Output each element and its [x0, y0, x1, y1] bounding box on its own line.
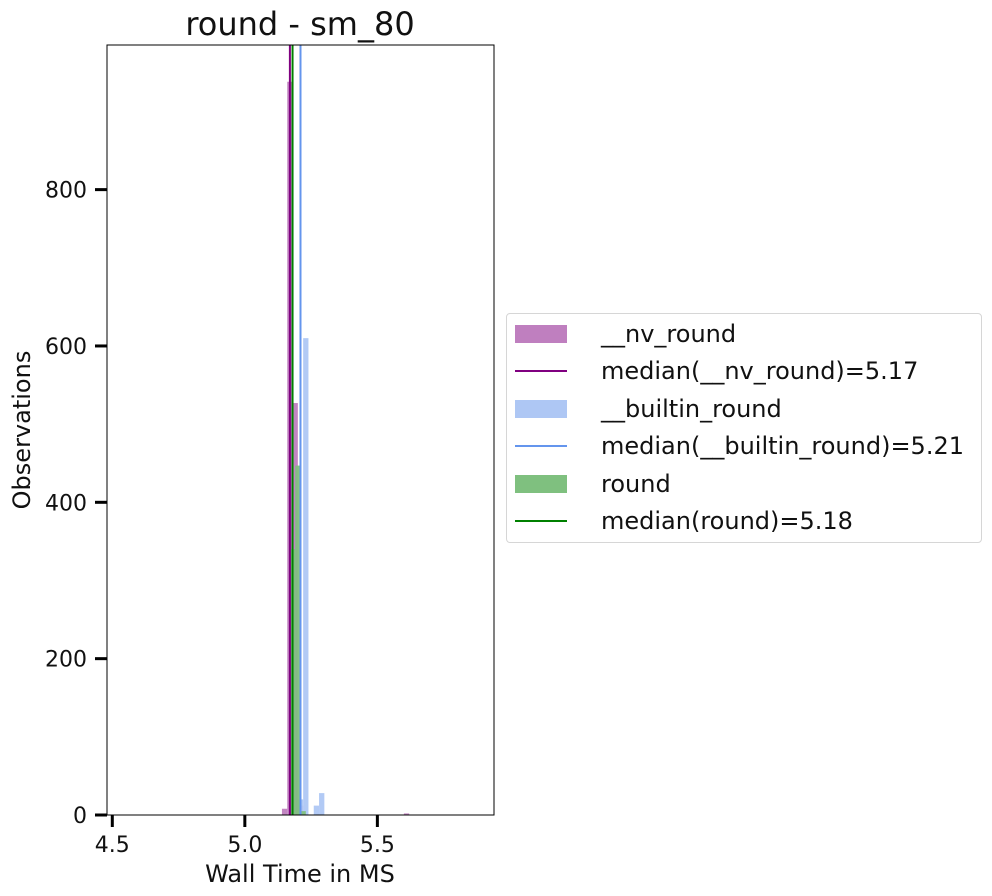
x-tick-label: 5.5: [360, 833, 395, 858]
legend-item-round: round: [515, 466, 671, 502]
histogram-bar-series-2-bin-1: [295, 465, 301, 815]
legend-label-median-builtin-round: median(__builtin_round)=5.21: [601, 432, 964, 460]
legend-item-median-nv-round: median(__nv_round)=5.17: [515, 353, 918, 389]
legend-item-builtin-round: __builtin_round: [515, 391, 782, 427]
legend-line-median-nv-round: [515, 370, 567, 372]
legend-line-median-round: [515, 520, 567, 522]
y-tick-label: 400: [45, 491, 87, 516]
histogram-bar-series-1-bin-2: [313, 805, 320, 815]
y-tick-label: 200: [45, 648, 87, 673]
y-axis-ticks: 0 200 400 600 800: [45, 179, 107, 829]
histogram-bar-series-1-bin-1: [303, 338, 309, 815]
histogram-bar-series-1-bin-3: [319, 793, 325, 815]
plot-frame: [106, 44, 495, 816]
y-tick-label: 600: [45, 335, 87, 360]
legend-label-median-round: median(round)=5.18: [601, 507, 853, 535]
x-tick-label: 5.0: [227, 833, 262, 858]
chart-title: round - sm_80: [185, 5, 414, 43]
x-axis-ticks: 4.5 5.0 5.5: [95, 815, 395, 858]
legend-label-round: round: [601, 470, 671, 498]
legend-label-nv-round: __nv_round: [601, 320, 737, 348]
legend-swatch-nv-round: [515, 325, 567, 343]
histogram-bar-series-0-bin-4: [403, 813, 410, 815]
legend-swatch-round: [515, 475, 567, 493]
x-axis-label: Wall Time in MS: [205, 860, 395, 888]
legend-label-builtin-round: __builtin_round: [601, 395, 782, 423]
legend-label-median-nv-round: median(__nv_round)=5.17: [601, 357, 919, 385]
y-tick-label: 0: [73, 804, 87, 829]
y-tick-label: 800: [45, 179, 87, 204]
x-tick-label: 4.5: [95, 833, 130, 858]
histogram-bar-series-0-bin-0: [281, 808, 288, 815]
median-lines: [288, 45, 302, 815]
legend-line-median-builtin-round: [515, 445, 567, 447]
legend: __nv_round median(__nv_round)=5.17 __bui…: [506, 313, 982, 543]
y-axis-label: Observations: [8, 351, 36, 510]
legend-item-median-round: median(round)=5.18: [515, 503, 853, 539]
histogram-bar-series-2-bin-2: [300, 811, 306, 815]
legend-item-nv-round: __nv_round: [515, 316, 736, 352]
legend-item-median-builtin-round: median(__builtin_round)=5.21: [515, 428, 964, 464]
legend-swatch-builtin-round: [515, 400, 567, 418]
